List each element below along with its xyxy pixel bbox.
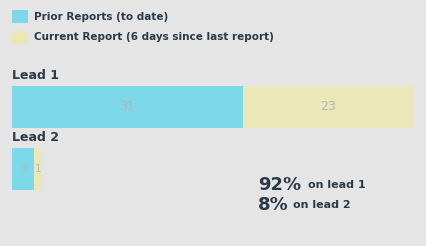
Bar — [12, 86, 243, 128]
Text: Current Report (6 days since last report): Current Report (6 days since last report… — [34, 32, 274, 43]
Text: Prior Reports (to date): Prior Reports (to date) — [34, 12, 168, 21]
Text: on lead 1: on lead 1 — [308, 180, 366, 190]
Bar — [12, 148, 35, 190]
Text: 31: 31 — [120, 101, 135, 113]
Text: 3: 3 — [20, 164, 26, 174]
Text: 1: 1 — [35, 164, 41, 174]
Bar — [12, 10, 28, 23]
Text: 8%: 8% — [258, 196, 289, 214]
Text: Lead 1: Lead 1 — [12, 69, 59, 82]
Text: Lead 2: Lead 2 — [12, 131, 59, 144]
Text: 23: 23 — [320, 101, 336, 113]
Bar — [35, 148, 42, 190]
Text: 92%: 92% — [258, 176, 301, 194]
Text: on lead 2: on lead 2 — [293, 200, 351, 210]
Bar — [12, 31, 28, 44]
Bar — [243, 86, 414, 128]
